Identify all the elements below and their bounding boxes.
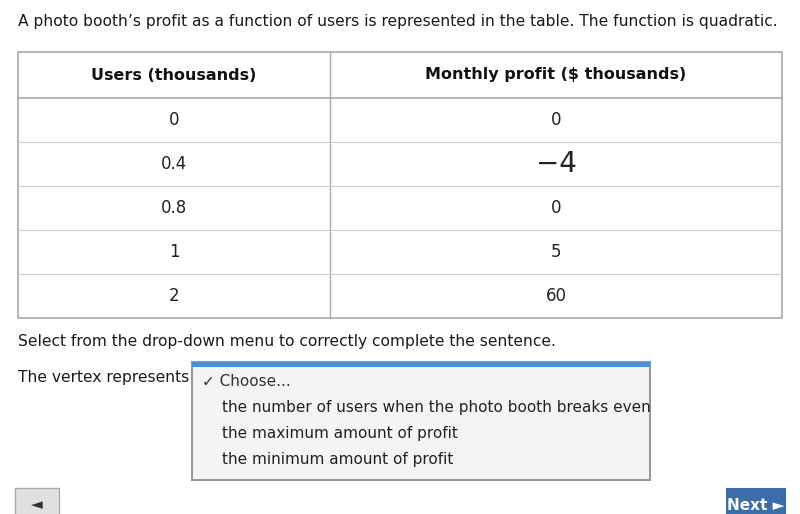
Text: 1: 1 [169, 243, 179, 261]
Text: 0: 0 [550, 111, 562, 129]
Text: ◄: ◄ [31, 498, 43, 512]
Text: A photo booth’s profit as a function of users is represented in the table. The f: A photo booth’s profit as a function of … [18, 14, 778, 29]
Text: 0: 0 [169, 111, 179, 129]
Text: the minimum amount of profit: the minimum amount of profit [222, 452, 454, 467]
Text: 60: 60 [546, 287, 566, 305]
Bar [192, 362, 650, 367]
Text: −4: −4 [535, 150, 577, 178]
Bar [15, 488, 59, 514]
Text: 0: 0 [550, 199, 562, 217]
Bar [192, 362, 650, 480]
Bar [726, 488, 786, 514]
Text: the number of users when the photo booth breaks even: the number of users when the photo booth… [222, 400, 650, 415]
Text: Monthly profit ($ thousands): Monthly profit ($ thousands) [426, 67, 686, 83]
Text: Users (thousands): Users (thousands) [91, 67, 257, 83]
Text: Next ►: Next ► [727, 498, 785, 512]
Bar [18, 52, 782, 318]
Text: The vertex represents: The vertex represents [18, 370, 190, 385]
Text: 5: 5 [550, 243, 562, 261]
Text: the maximum amount of profit: the maximum amount of profit [222, 426, 458, 441]
Text: 0.4: 0.4 [161, 155, 187, 173]
Text: 0.8: 0.8 [161, 199, 187, 217]
Text: 2: 2 [169, 287, 179, 305]
Text: ✓ Choose...: ✓ Choose... [202, 374, 290, 389]
Text: Select from the drop-down menu to correctly complete the sentence.: Select from the drop-down menu to correc… [18, 334, 556, 349]
